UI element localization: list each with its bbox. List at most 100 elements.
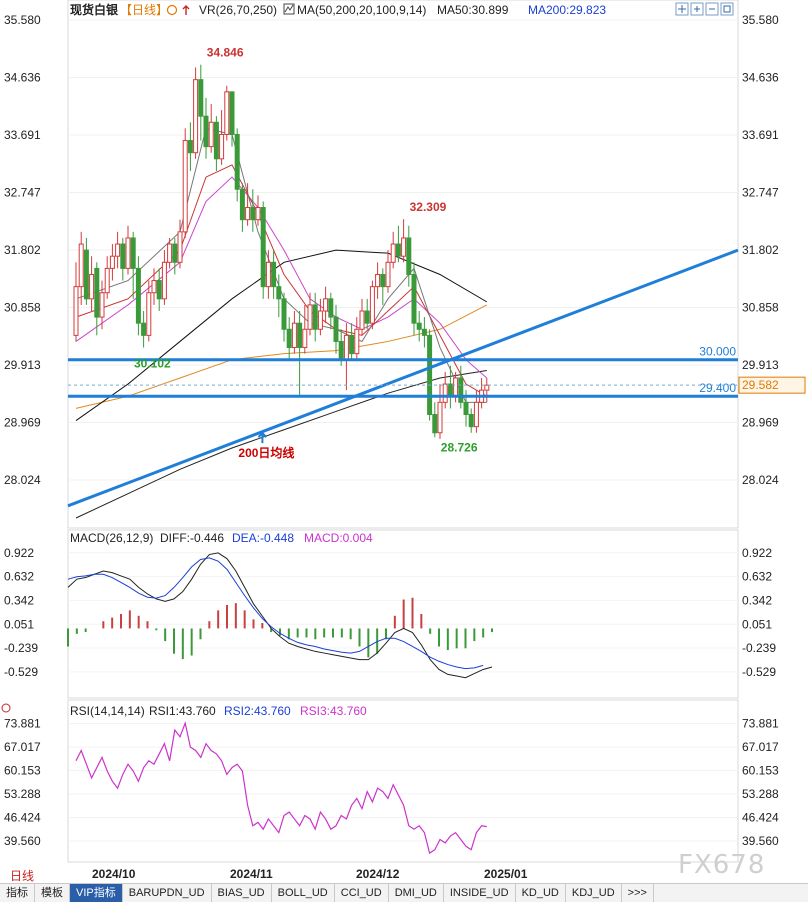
candle-body [317, 310, 323, 330]
candle-body [73, 286, 79, 336]
macd-diff-label: DIFF:-0.446 [160, 531, 224, 545]
macd-dea-label: DEA:-0.448 [232, 531, 294, 545]
candle-body [375, 273, 381, 288]
hline-label: 30.000 [699, 345, 736, 359]
candle-body [416, 322, 422, 330]
ma200-arrow-icon [257, 431, 268, 444]
tab-kd[interactable]: KD_UD [516, 884, 566, 902]
ma-indicator-icon[interactable] [283, 3, 295, 15]
arrow-up-icon [182, 5, 190, 15]
price-ytick-right: 34.636 [742, 70, 779, 84]
candle-body [385, 261, 391, 288]
candle-body [239, 188, 245, 221]
macd-ytick-left: 0.342 [4, 593, 34, 607]
rsi2-label: RSI2:43.760 [224, 704, 291, 718]
period-refresh-icon[interactable] [166, 4, 178, 16]
tab-indicators[interactable]: 指标 [0, 884, 35, 902]
candle-body [354, 328, 360, 355]
daily-period-button[interactable]: 日线 [10, 869, 35, 883]
rsi-ytick-right: 39.560 [742, 834, 779, 848]
tab-inside[interactable]: INSIDE_UD [444, 884, 516, 902]
candle-body [349, 334, 355, 355]
candle-body [177, 231, 183, 263]
candle-body [146, 292, 152, 336]
candle-body [437, 401, 443, 434]
candle-body [135, 267, 141, 324]
x-axis-tick: 2025/01 [484, 867, 528, 881]
price-ytick-left: 34.636 [4, 70, 41, 84]
indicator-tab-bar: 指标 模板 VIP指标 BARUPDN_UD BIAS_UD BOLL_UD C… [0, 883, 808, 902]
candle-body [302, 328, 308, 349]
candle-body [286, 328, 292, 349]
candle-body [167, 243, 173, 263]
price-ytick-left: 30.858 [4, 300, 41, 314]
candle-body [328, 298, 334, 318]
price-ytick-left: 33.691 [4, 128, 41, 142]
tab-boll[interactable]: BOLL_UD [272, 884, 335, 902]
fullscreen-icon[interactable] [720, 2, 734, 16]
candle-body [250, 207, 256, 221]
rsi-ytick-right: 46.424 [742, 810, 779, 824]
candle-body [453, 377, 459, 397]
current-price-tag-box [738, 376, 806, 394]
tab-cci[interactable]: CCI_UD [335, 884, 389, 902]
candle-body [338, 340, 344, 361]
candle-body [276, 286, 282, 300]
candle-body [172, 243, 178, 263]
tab-barupdn[interactable]: BARUPDN_UD [123, 884, 212, 902]
candle-body [193, 79, 199, 154]
candle-body [89, 273, 95, 300]
candle-body [442, 383, 448, 403]
current-price-tag: 29.582 [742, 378, 779, 392]
macd-ytick-left: -0.529 [4, 665, 38, 679]
rsi3-label: RSI3:43.760 [300, 704, 367, 718]
tab-dmi[interactable]: DMI_UD [389, 884, 444, 902]
rsi-ytick-left: 53.288 [4, 787, 41, 801]
price-ytick-right: 31.802 [742, 243, 779, 257]
macd-ytick-right: -0.529 [742, 665, 776, 679]
tab-bias[interactable]: BIAS_UD [212, 884, 272, 902]
candle-body [427, 334, 433, 416]
candle-body [447, 383, 453, 397]
candle-body [312, 304, 318, 330]
price-ytick-right: 32.747 [742, 185, 779, 199]
candle-body [115, 243, 121, 257]
rsi-ytick-right: 53.288 [742, 787, 779, 801]
candle-body [219, 133, 225, 160]
symbol-title: 现货白银 [70, 2, 119, 17]
candle-body [406, 237, 412, 275]
candle-body [401, 237, 407, 257]
candle-body [473, 401, 479, 428]
price-ytick-left: 28.024 [4, 473, 41, 487]
rsi-settings-icon[interactable] [1, 703, 11, 713]
candle-body [130, 237, 136, 269]
candle-body [104, 267, 110, 294]
candle-body [333, 316, 339, 342]
candle-body [468, 414, 474, 428]
tab-templates[interactable]: 模板 [35, 884, 70, 902]
macd-value-label: MACD:0.004 [304, 531, 373, 545]
candle-body [224, 91, 230, 135]
price-ytick-right: 28.969 [742, 415, 779, 429]
tab-vip-indicators[interactable]: VIP指标 [70, 884, 123, 902]
macd-ytick-left: -0.239 [4, 641, 38, 655]
macd-ytick-left: 0.051 [4, 617, 34, 631]
rsi-line [75, 721, 487, 855]
candle-body [229, 91, 235, 135]
tab-kdj[interactable]: KDJ_UD [566, 884, 622, 902]
candle-body [208, 121, 214, 148]
macd-ytick-left: 0.922 [4, 546, 34, 560]
price-ytick-right: 28.024 [742, 473, 779, 487]
candle-body [291, 322, 297, 349]
price-ytick-right: 30.858 [742, 300, 779, 314]
candle-body [297, 322, 303, 349]
macd-ytick-right: 0.051 [742, 617, 772, 631]
rsi-ytick-right: 67.017 [742, 740, 779, 754]
period-tag[interactable]: 【日线】 [120, 3, 168, 17]
hline-label: 29.400 [699, 381, 736, 395]
tab-more[interactable]: >>> [622, 884, 654, 902]
macd-dea-line [67, 557, 484, 670]
price-annotation: 28.726 [441, 440, 478, 454]
candle-body [83, 249, 89, 300]
